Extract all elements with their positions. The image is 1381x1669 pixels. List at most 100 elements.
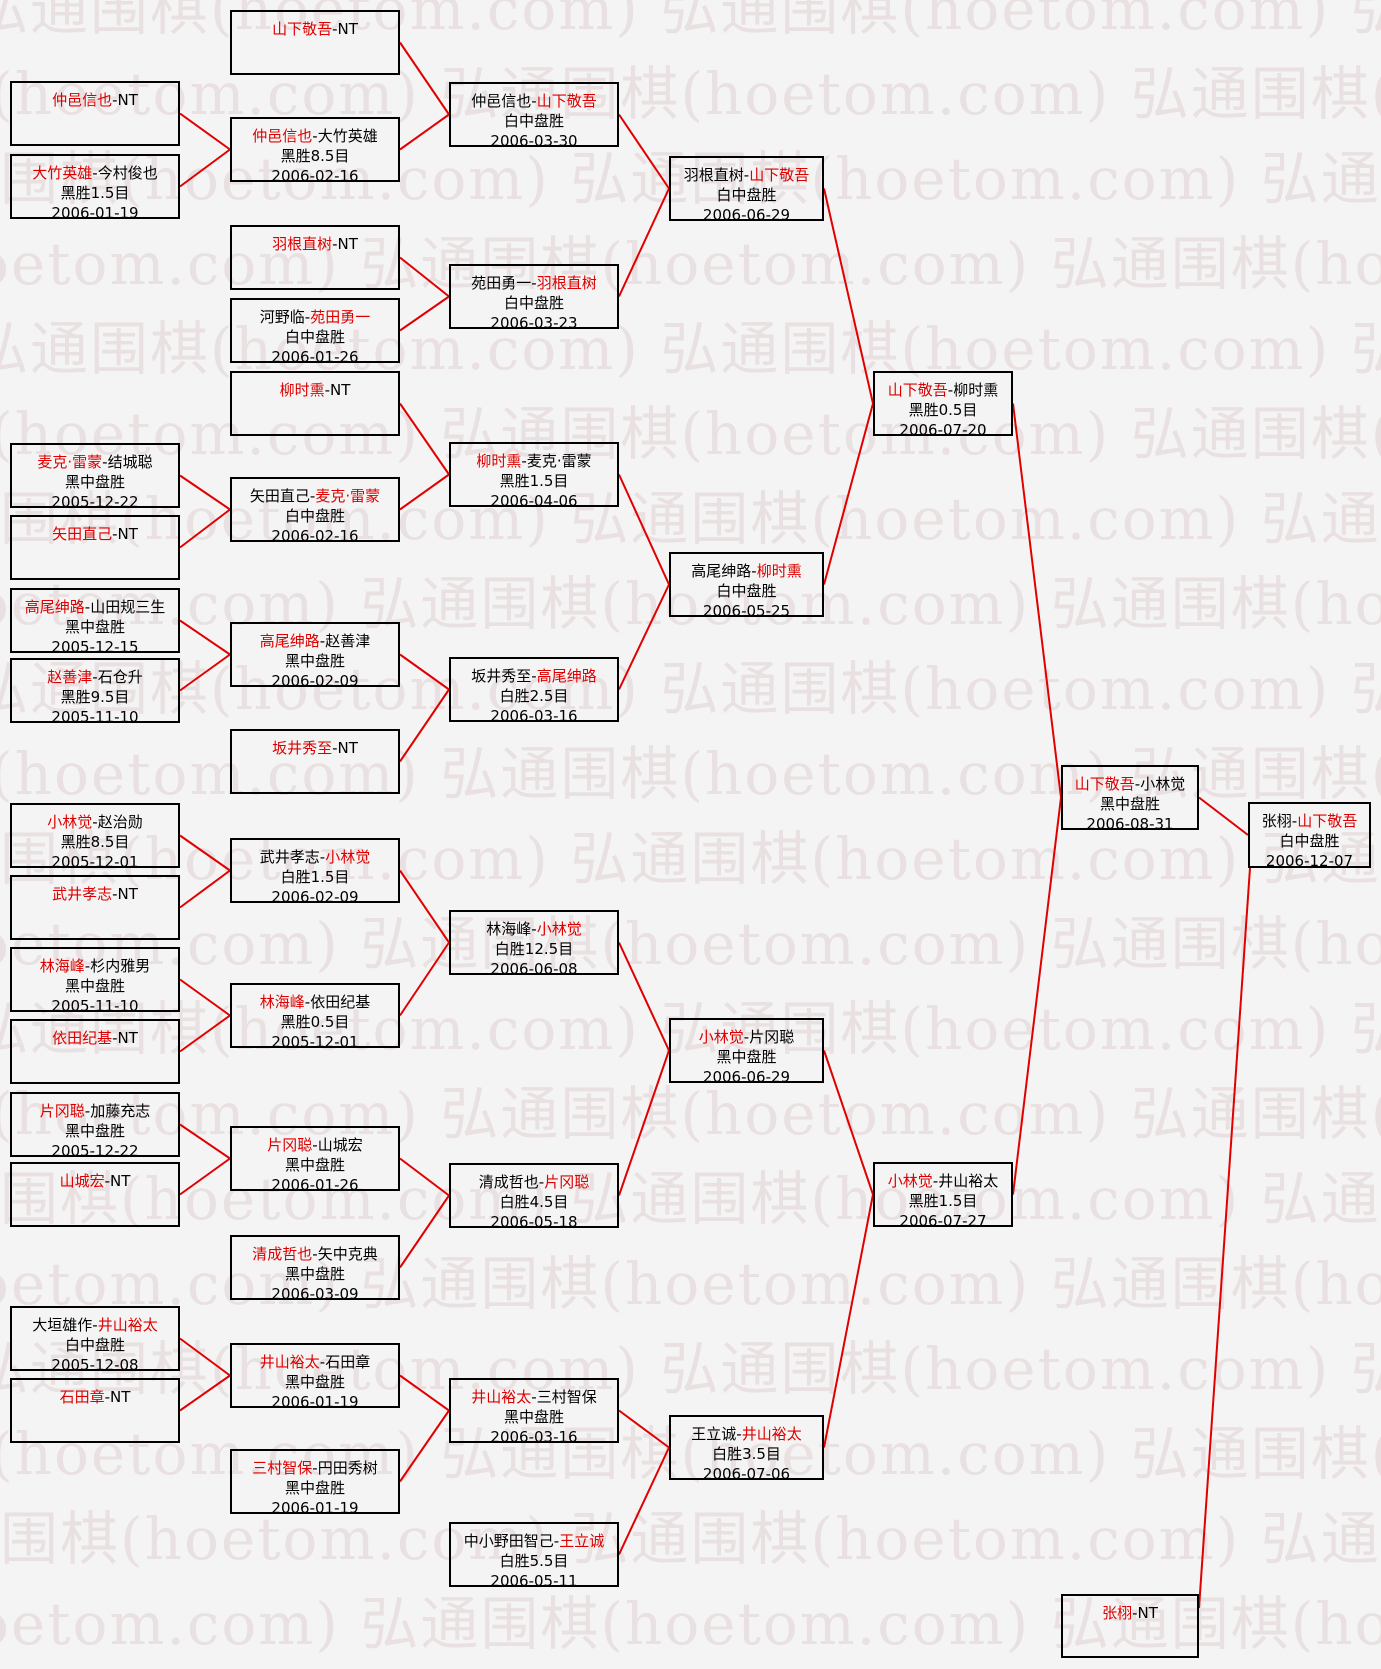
match-result: 白中盘胜: [1279, 832, 1340, 850]
matchup-separator: -: [332, 235, 338, 253]
matchup-line: 三村智保-円田秀树: [232, 1458, 398, 1478]
winner-name: 羽根直树: [272, 235, 333, 253]
match-result: 白胜4.5目: [499, 1193, 569, 1211]
matchup-line: 赵善津-石仓升: [12, 667, 178, 687]
match-date: 2006-07-20: [899, 421, 987, 439]
match-date: 2005-12-01: [51, 853, 139, 871]
match-box-r0a1: 仲邑信也-NT: [10, 81, 180, 146]
bracket-connector: [399, 653, 450, 691]
winner-name: 山下敬吾: [749, 166, 810, 184]
matchup-line: 井山裕太-三村智保: [451, 1387, 617, 1407]
matchup-line: 中小野田智己-王立诚: [451, 1531, 617, 1551]
match-result: 黑中盘胜: [64, 1122, 125, 1140]
match-box-r2a1: 仲邑信也-山下敬吾 白中盘胜 2006-03-30: [449, 82, 619, 150]
winner-name: 依田纪基: [52, 1029, 113, 1047]
match-box-r0b3: 高尾绅路-山田规三生 黑中盘胜 2005-12-15: [10, 588, 180, 656]
matchup-line: 山下敬吾-小林觉: [1063, 774, 1197, 794]
match-date: 2006-03-16: [490, 707, 578, 725]
bracket-connector: [399, 1157, 450, 1197]
winner-name: 羽根直树: [536, 274, 597, 292]
match-box-r2b1: 柳时熏-麦克·雷蒙 黑胜1.5目 2006-04-06: [449, 442, 619, 510]
match-date: 2006-07-06: [702, 1465, 791, 1483]
bracket-connector: [179, 148, 231, 188]
winner-name: 清成哲也: [252, 1245, 313, 1263]
matchup-separator: -: [743, 1028, 750, 1046]
match-result: 黑中盘胜: [284, 1265, 345, 1283]
player-name: NT: [117, 1029, 138, 1047]
player-name: NT: [337, 20, 358, 38]
matchup-separator: -: [102, 453, 108, 471]
winner-name: 柳时熏: [279, 381, 325, 399]
match-date: 2005-11-10: [51, 708, 139, 726]
player-name: 林海峰: [486, 920, 532, 938]
match-result: 白中盘胜: [64, 1336, 125, 1354]
matchup-line: 矢田直己-NT: [12, 524, 178, 544]
winner-name: 苑田勇一: [310, 308, 371, 326]
player-name: 赵治勋: [97, 813, 143, 831]
winner-name: 麦克·雷蒙: [37, 453, 103, 471]
matchup-line: 仲邑信也-山下敬吾: [451, 91, 617, 111]
winner-name: 山下敬吾: [272, 20, 333, 38]
match-date: 2006-06-29: [702, 206, 791, 224]
match-box-r4a1: 山下敬吾-柳时熏 黑胜0.5目 2006-07-20: [873, 371, 1013, 439]
matchup-line: 武井孝志-NT: [12, 884, 178, 904]
bracket-connector: [618, 188, 670, 297]
match-result: 黑胜8.5目: [60, 833, 130, 851]
player-name: 石仓升: [97, 668, 143, 686]
winner-name: 坂井秀至: [272, 739, 333, 757]
matchup-separator: -: [104, 1172, 111, 1190]
matchup-separator: -: [531, 1388, 537, 1406]
match-date: 2006-06-29: [702, 1068, 791, 1086]
match-box-r1a3: 羽根直树-NT: [230, 225, 400, 290]
winner-name: 小林觉: [698, 1028, 744, 1046]
matchup-separator: -: [92, 813, 98, 831]
match-date: 2006-02-09: [271, 888, 359, 906]
matchup-line: 羽根直树-山下敬吾: [671, 165, 822, 185]
winner-name: 高尾绅路: [259, 632, 320, 650]
matchup-line: 柳时熏-麦克·雷蒙: [451, 451, 617, 471]
match-date: 2006-01-19: [271, 1499, 359, 1517]
winner-name: 小林觉: [887, 1172, 933, 1190]
winner-name: 小林觉: [536, 920, 582, 938]
player-name: 张栩: [1261, 812, 1292, 830]
match-box-r1b1: 柳时熏-NT: [230, 371, 400, 436]
match-box-r1c1: 武井孝志-小林觉 白胜1.5目 2006-02-09: [230, 838, 400, 906]
matchup-line: 片冈聪-加藤充志: [12, 1101, 178, 1121]
winner-name: 山下敬吾: [536, 92, 597, 110]
player-name: 羽根直树: [683, 166, 744, 184]
matchup-line: 武井孝志-小林觉: [232, 847, 398, 867]
bracket-connector: [399, 1194, 450, 1269]
matchup-line: 片冈聪-山城宏: [232, 1135, 398, 1155]
match-box-r0b4: 赵善津-石仓升 黑胜9.5目 2005-11-10: [10, 658, 180, 726]
match-box-r1a1: 山下敬吾-NT: [230, 10, 400, 75]
matchup-line: 高尾绅路-赵善津: [232, 631, 398, 651]
player-name: 赵善津: [325, 632, 371, 650]
winner-name: 林海峰: [39, 957, 85, 975]
matchup-separator: -: [538, 1173, 545, 1191]
matchup-line: 山城宏-NT: [12, 1171, 178, 1191]
player-name: 大垣雄作: [32, 1316, 93, 1334]
bracket-connector: [179, 474, 231, 511]
match-box-r0a2: 大竹英雄-今村俊也 黑胜1.5目 2006-01-19: [10, 154, 180, 222]
matchup-separator: -: [751, 562, 757, 580]
match-box-r2d2: 中小野田智己-王立诚 白胜5.5目 2006-05-11: [449, 1522, 619, 1590]
match-result: 白胜12.5目: [494, 940, 574, 958]
matchup-line: 河野临-苑田勇一: [232, 307, 398, 327]
bracket-connector: [179, 834, 231, 872]
match-date: 2005-12-22: [51, 1142, 139, 1160]
matchup-line: 坂井秀至-高尾绅路: [451, 666, 617, 686]
matchup-separator: -: [104, 1388, 111, 1406]
winner-name: 赵善津: [47, 668, 93, 686]
winner-name: 井山裕太: [97, 1316, 158, 1334]
match-result: 黑胜8.5目: [280, 147, 350, 165]
matchup-separator: -: [332, 20, 338, 38]
bracket-connector: [399, 869, 450, 944]
match-box-r3a1: 羽根直树-山下敬吾 白中盘胜 2006-06-29: [669, 156, 824, 224]
bracket-connector: [399, 256, 450, 298]
player-name: 高尾绅路: [691, 562, 752, 580]
matchup-separator: -: [324, 381, 331, 399]
matchup-line: 井山裕太-石田章: [232, 1352, 398, 1372]
matchup-separator: -: [304, 308, 311, 326]
matchup-separator: -: [304, 993, 311, 1011]
bracket-connector: [399, 41, 450, 116]
